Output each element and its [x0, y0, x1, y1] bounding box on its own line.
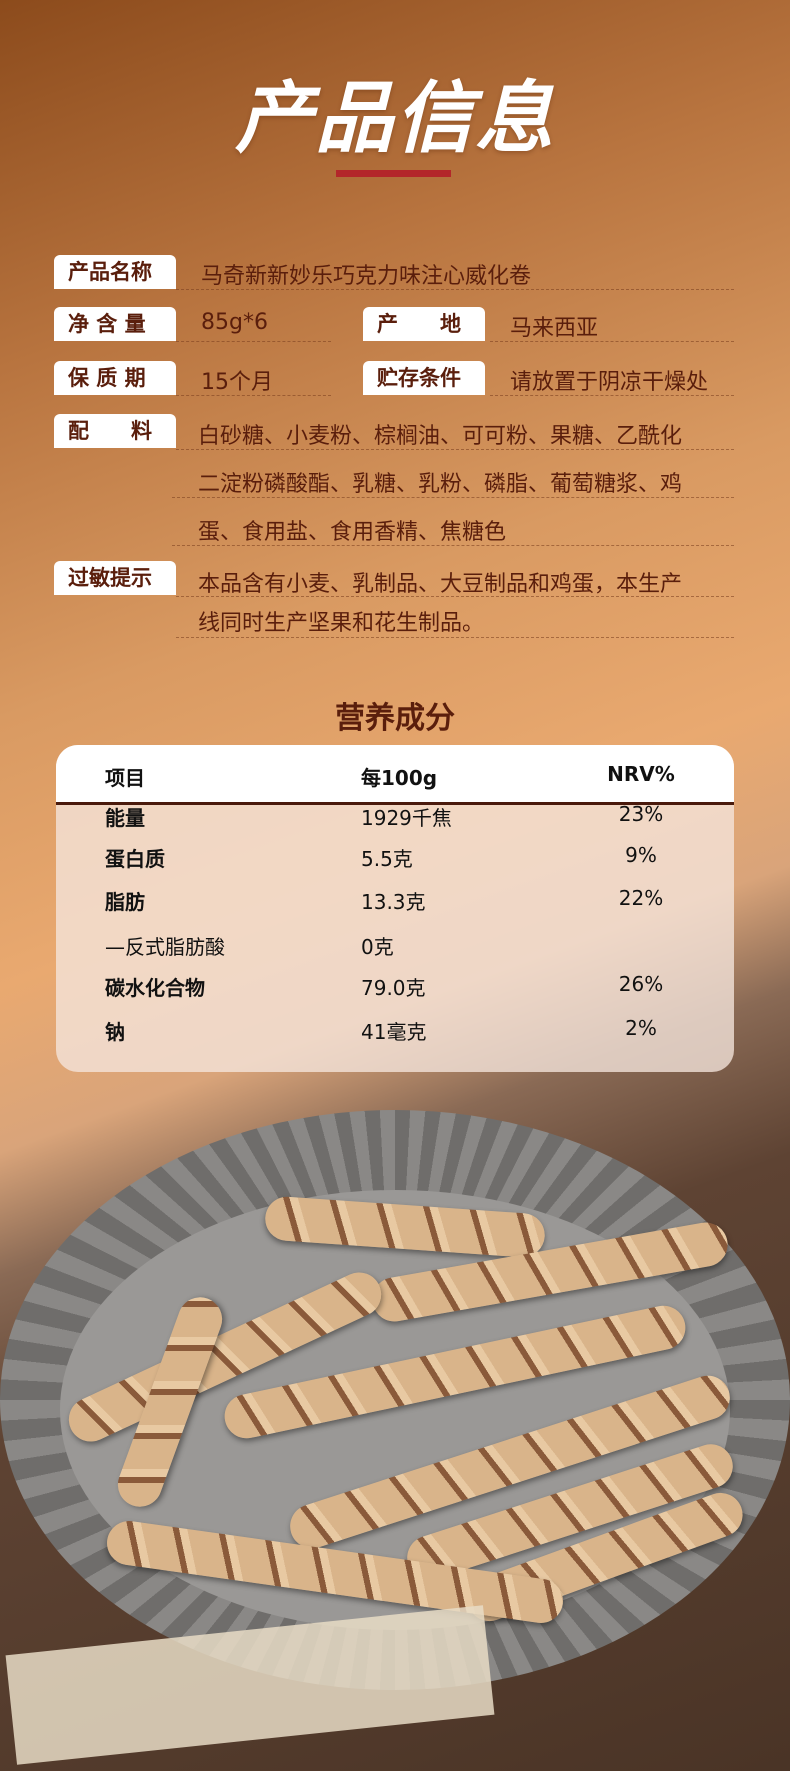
divider: [176, 341, 331, 342]
nutrition-title: 营养成分: [335, 701, 455, 736]
nutrient-per100g: 1929千焦: [361, 806, 452, 830]
divider: [176, 596, 734, 597]
nutrient-per100g: 0克: [361, 935, 394, 959]
title-underline: [336, 170, 451, 177]
ingredients-line: 二淀粉磷酸酯、乳糖、乳粉、磷脂、葡萄糖浆、鸡: [198, 472, 683, 497]
table-header: 项目 每100g NRV%: [56, 745, 734, 805]
nutrient-per100g: 41毫克: [361, 1020, 427, 1044]
nutrient-per100g: 79.0克: [361, 976, 426, 1000]
page-title: 产品信息: [234, 74, 555, 164]
divider: [176, 449, 734, 450]
divider: [490, 341, 734, 342]
label-net-weight: 净 含 量: [54, 307, 176, 341]
net-weight: 85g*6: [201, 310, 268, 335]
label-product-name: 产品名称: [54, 255, 176, 289]
divider: [176, 637, 734, 638]
label-allergy: 过敏提示: [54, 561, 176, 595]
nutrient-nrv: 22%: [618, 886, 664, 910]
divider: [490, 395, 734, 396]
nutrient-per100g: 5.5克: [361, 847, 413, 871]
nutrient-per100g: 13.3克: [361, 890, 426, 914]
nutrient-nrv: 9%: [625, 843, 657, 867]
nutrient-name: 脂肪: [105, 890, 145, 914]
nutrient-nrv: 2%: [625, 1016, 657, 1040]
divider: [172, 497, 734, 498]
divider: [176, 289, 734, 290]
label-ingredients: 配 料: [54, 414, 176, 448]
nutrient-nrv: 26%: [618, 972, 664, 996]
shelf-life: 15个月: [201, 370, 273, 395]
header-per100g: 每100g: [361, 766, 438, 790]
label-shelf-life: 保 质 期: [54, 361, 176, 395]
nutrient-name: 蛋白质: [105, 847, 165, 871]
allergy-line: 本品含有小麦、乳制品、大豆制品和鸡蛋，本生产: [198, 572, 683, 597]
nutrition-table: 项目 每100g NRV% 能量 1929千焦 23% 蛋白质 5.5克 9% …: [56, 745, 734, 1072]
nutrient-name: 碳水化合物: [105, 976, 205, 1000]
newspaper: [5, 1605, 495, 1765]
nutrient-name: 钠: [105, 1020, 125, 1044]
divider: [172, 545, 734, 546]
ingredients-line: 白砂糖、小麦粉、棕榈油、可可粉、果糖、乙酰化: [198, 424, 683, 449]
nutrient-nrv: 23%: [618, 802, 664, 826]
storage: 请放置于阴凉干燥处: [510, 370, 709, 395]
allergy-line: 线同时生产坚果和花生制品。: [198, 611, 485, 636]
header-nrv: NRV%: [607, 762, 675, 786]
header-item: 项目: [105, 766, 145, 790]
nutrient-name: —反式脂肪酸: [105, 935, 225, 959]
label-storage: 贮存条件: [363, 361, 485, 395]
origin: 马来西亚: [510, 316, 599, 341]
ingredients-line: 蛋、食用盐、食用香精、焦糖色: [198, 520, 507, 545]
label-origin: 产 地: [363, 307, 485, 341]
divider: [176, 395, 331, 396]
nutrient-name: 能量: [105, 806, 145, 830]
product-name: 马奇新新妙乐巧克力味注心威化卷: [201, 264, 532, 289]
